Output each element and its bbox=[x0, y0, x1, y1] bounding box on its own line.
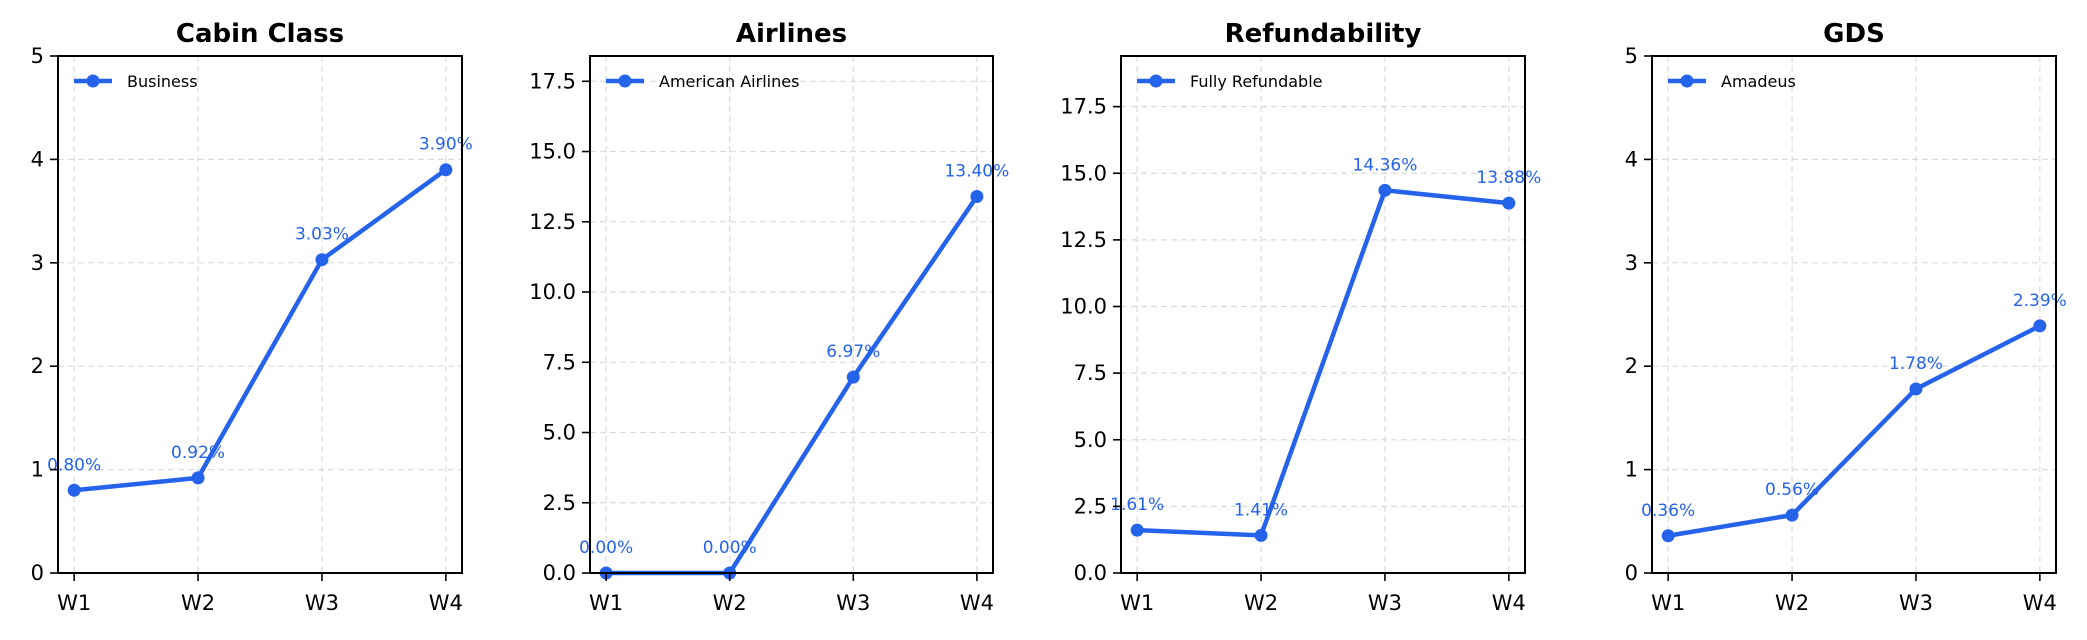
y-tick-label: 3 bbox=[1625, 251, 1638, 275]
data-point bbox=[1502, 196, 1516, 210]
data-point bbox=[1785, 508, 1799, 522]
x-tick-label: W2 bbox=[713, 591, 747, 615]
x-tick-label: W4 bbox=[960, 591, 994, 615]
data-label: 0.00% bbox=[579, 538, 633, 558]
data-label: 0.00% bbox=[703, 538, 757, 558]
chart-title: Cabin Class bbox=[176, 19, 344, 49]
x-tick-label: W1 bbox=[57, 591, 91, 615]
series-line bbox=[1137, 188, 1510, 538]
y-tick-label: 15.0 bbox=[529, 140, 576, 164]
legend-marker bbox=[618, 74, 632, 88]
data-point bbox=[439, 163, 453, 177]
data-label: 1.61% bbox=[1110, 495, 1164, 515]
chart-panel-1: 0.80% 0.92% 3.03% 3.90% 0 1 2 3 4 5 W1 W2 W3 W4 Cabin … bbox=[31, 19, 473, 615]
legend-marker bbox=[1149, 74, 1163, 88]
data-label: 0.56% bbox=[1765, 480, 1819, 500]
legend-marker bbox=[86, 74, 100, 88]
y-tick-label: 0.0 bbox=[543, 561, 576, 585]
y-tick-label: 10.0 bbox=[529, 280, 576, 304]
chart-panel-3: 1.61% 1.41% 14.36% 13.88% 0.0 2.5 5.0 7.5 10.0 12… bbox=[1060, 19, 1541, 615]
y-tick-label: 3 bbox=[31, 251, 44, 275]
legend-label: Amadeus bbox=[1721, 72, 1796, 91]
data-label: 0.36% bbox=[1641, 501, 1695, 521]
y-tick-label: 15.0 bbox=[1060, 161, 1107, 185]
data-label: 0.80% bbox=[47, 455, 101, 475]
y-tick-label: 0 bbox=[31, 561, 44, 585]
legend-label: American Airlines bbox=[659, 72, 799, 91]
y-tick-label: 0.0 bbox=[1074, 561, 1107, 585]
data-point bbox=[315, 253, 329, 267]
y-tick-label: 4 bbox=[1625, 147, 1638, 171]
y-tick-label: 5.0 bbox=[1074, 428, 1107, 452]
data-label: 3.90% bbox=[419, 135, 473, 155]
y-tick-label: 5 bbox=[1625, 44, 1638, 68]
x-tick-label: W2 bbox=[1244, 591, 1278, 615]
y-tick-label: 4 bbox=[31, 147, 44, 171]
y-tick-label: 5 bbox=[31, 44, 44, 68]
y-tick-label: 7.5 bbox=[543, 350, 576, 374]
y-tick-label: 10.0 bbox=[1060, 295, 1107, 319]
y-tick-label: 2.5 bbox=[1074, 494, 1107, 518]
y-tick-label: 17.5 bbox=[529, 69, 576, 93]
chart-panel-2: 0.00% 0.00% 6.97% 13.40% 0.0 2.5 5.0 7.5 10.0 12.… bbox=[529, 19, 1009, 615]
x-tick-label: W4 bbox=[2023, 591, 2057, 615]
series-line bbox=[1667, 323, 2041, 538]
legend-label: Business bbox=[127, 72, 198, 91]
chart-panel-4: 0.36% 0.56% 1.78% 2.39% 0 1 2 3 4 5 W1 W2 W3 W4 GDS Ama… bbox=[1625, 19, 2067, 615]
data-label: 14.36% bbox=[1353, 155, 1418, 175]
y-tick-label: 5.0 bbox=[543, 421, 576, 445]
series-line bbox=[73, 167, 448, 493]
chart-title: GDS bbox=[1823, 19, 1885, 49]
x-tick-label: W4 bbox=[429, 591, 463, 615]
data-label: 13.40% bbox=[944, 161, 1009, 181]
x-tick-label: W3 bbox=[1368, 591, 1402, 615]
axes-frame bbox=[1120, 55, 1526, 574]
data-label: 13.88% bbox=[1476, 168, 1541, 188]
y-tick-label: 7.5 bbox=[1074, 361, 1107, 385]
x-tick-label: W3 bbox=[1899, 591, 1933, 615]
data-point bbox=[970, 189, 984, 203]
axes-frame bbox=[589, 55, 994, 574]
x-tick-label: W3 bbox=[305, 591, 339, 615]
axes-frame bbox=[57, 55, 463, 574]
data-point bbox=[1378, 183, 1392, 197]
chart-title: Airlines bbox=[736, 19, 847, 49]
data-label: 3.03% bbox=[295, 225, 349, 245]
y-tick-label: 17.5 bbox=[1060, 95, 1107, 119]
y-tick-label: 2.5 bbox=[543, 491, 576, 515]
data-label: 6.97% bbox=[826, 342, 880, 362]
data-label: 0.92% bbox=[171, 443, 225, 463]
y-tick-label: 2 bbox=[1625, 354, 1638, 378]
data-label: 1.41% bbox=[1234, 500, 1288, 520]
data-point bbox=[1254, 528, 1268, 542]
x-tick-label: W2 bbox=[181, 591, 215, 615]
series-line bbox=[606, 195, 979, 576]
data-point bbox=[1130, 523, 1144, 537]
y-tick-label: 12.5 bbox=[1060, 228, 1107, 252]
y-tick-label: 0 bbox=[1625, 561, 1638, 585]
data-point bbox=[1909, 382, 1923, 396]
x-tick-label: W1 bbox=[589, 591, 623, 615]
data-point bbox=[846, 370, 860, 384]
y-tick-label: 2 bbox=[31, 354, 44, 378]
x-tick-label: W4 bbox=[1492, 591, 1526, 615]
axes-frame bbox=[1651, 55, 2057, 574]
legend-marker bbox=[1680, 74, 1694, 88]
x-tick-label: W3 bbox=[836, 591, 870, 615]
x-tick-label: W2 bbox=[1775, 591, 1809, 615]
y-tick-label: 12.5 bbox=[529, 210, 576, 234]
data-label: 1.78% bbox=[1889, 354, 1943, 374]
y-tick-label: 1 bbox=[1625, 458, 1638, 482]
x-tick-label: W1 bbox=[1651, 591, 1685, 615]
data-point bbox=[191, 471, 205, 485]
legend-label: Fully Refundable bbox=[1190, 72, 1322, 91]
data-point bbox=[1661, 529, 1675, 543]
x-tick-label: W1 bbox=[1120, 591, 1154, 615]
data-point bbox=[2033, 319, 2047, 333]
y-tick-label: 1 bbox=[31, 458, 44, 482]
data-label: 2.39% bbox=[2013, 291, 2067, 311]
chart-title: Refundability bbox=[1225, 19, 1422, 49]
data-point bbox=[67, 483, 81, 497]
